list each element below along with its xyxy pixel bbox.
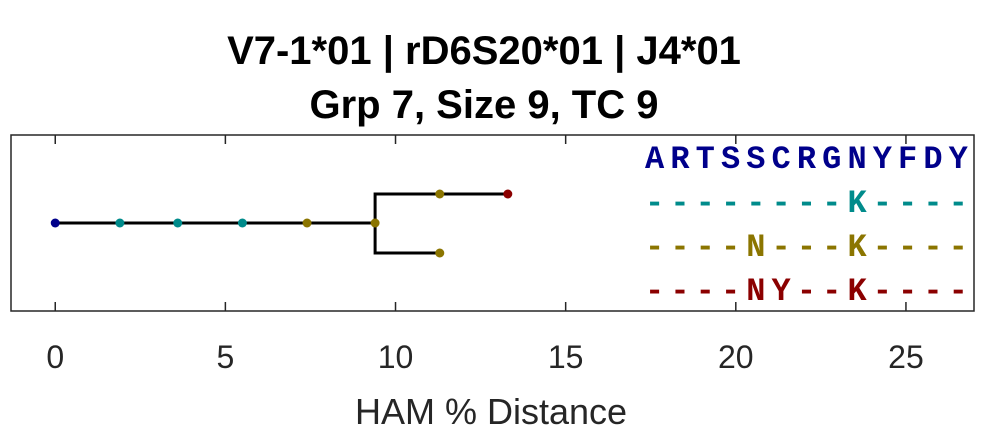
seq-char-r0-c11: D — [923, 141, 942, 178]
x-tick-label-5: 5 — [216, 339, 234, 375]
seq-char-r3-c12: - — [949, 273, 968, 310]
seq-char-r0-c5: C — [772, 141, 791, 178]
seq-char-r2-c7: - — [822, 229, 841, 266]
seq-char-r3-c1: - — [670, 273, 689, 310]
seq-char-r0-c7: G — [822, 141, 841, 178]
seq-char-r3-c5: Y — [772, 273, 792, 310]
seq-char-r0-c4: S — [746, 141, 765, 178]
tree-node-root — [50, 218, 60, 228]
tree-node-n8 — [435, 248, 445, 258]
seq-char-r1-c11: - — [923, 185, 942, 222]
sequence-alignment: A R T S S C R G N Y F D Y- - - - - - - - K - - - -- - - - N - - - K - - - --… — [645, 141, 969, 310]
seq-char-r2-c10: - — [898, 229, 917, 266]
seq-char-r0-c6: R — [797, 141, 817, 178]
seq-char-r1-c8: K — [847, 185, 867, 222]
tree-edge-n5-n6 — [373, 192, 440, 223]
seq-char-r3-c0: - — [645, 273, 664, 310]
x-axis-ticks: 0 5 10 15 20 25 — [46, 135, 924, 375]
chart-title: V7-1*01 | rD6S20*01 | J4*01 — [227, 29, 741, 73]
seq-char-r1-c7: - — [822, 185, 841, 222]
tree-node-n1 — [115, 218, 125, 228]
seq-char-r3-c3: - — [721, 273, 740, 310]
x-tick-label-20: 20 — [718, 339, 754, 375]
seq-char-r1-c2: - — [696, 185, 715, 222]
seq-char-r3-c4: N — [746, 273, 765, 310]
seq-char-r1-c4: - — [746, 185, 765, 222]
x-tick-label-0: 0 — [46, 339, 64, 375]
seq-char-r0-c12: Y — [949, 141, 969, 178]
seq-char-r0-c0: A — [645, 141, 665, 178]
seq-char-r0-c9: Y — [873, 141, 893, 178]
seq-char-r1-c3: - — [721, 185, 740, 222]
x-axis-label: HAM % Distance — [355, 391, 627, 432]
tree-edge-n5-n8 — [373, 223, 440, 255]
seq-char-r3-c7: - — [822, 273, 841, 310]
seq-char-r3-c6: - — [797, 273, 816, 310]
seq-char-r2-c2: - — [696, 229, 715, 266]
seq-char-r0-c3: S — [721, 141, 740, 178]
tree-nodes — [50, 189, 513, 258]
seq-char-r0-c1: R — [670, 141, 690, 178]
seq-char-r2-c5: - — [772, 229, 791, 266]
seq-char-r1-c9: - — [873, 185, 892, 222]
seq-char-r2-c1: - — [670, 229, 689, 266]
tree-node-n6 — [435, 189, 445, 199]
chart-subtitle: Grp 7, Size 9, TC 9 — [309, 83, 658, 127]
seq-char-r1-c5: - — [772, 185, 791, 222]
seq-char-r0-c2: T — [696, 141, 715, 178]
tree-node-n7 — [503, 189, 513, 199]
seq-char-r1-c12: - — [949, 185, 968, 222]
tree-node-n5 — [370, 218, 380, 228]
seq-char-r0-c8: N — [847, 141, 866, 178]
seq-char-r1-c1: - — [670, 185, 689, 222]
seq-char-r3-c8: K — [847, 273, 867, 310]
seq-char-r1-c10: - — [898, 185, 917, 222]
seq-char-r1-c0: - — [645, 185, 664, 222]
tree-node-n4 — [302, 218, 312, 228]
seq-char-r2-c11: - — [923, 229, 942, 266]
tree-edges — [55, 192, 508, 255]
tree-node-n3 — [237, 218, 247, 228]
seq-char-r3-c11: - — [923, 273, 942, 310]
seq-char-r2-c0: - — [645, 229, 664, 266]
seq-char-r1-c6: - — [797, 185, 816, 222]
seq-char-r2-c8: K — [847, 229, 867, 266]
tree-node-n2 — [173, 218, 183, 228]
seq-char-r0-c10: F — [898, 141, 917, 178]
seq-char-r3-c9: - — [873, 273, 892, 310]
seq-char-r2-c4: N — [746, 229, 765, 266]
x-tick-label-10: 10 — [378, 339, 414, 375]
x-tick-label-15: 15 — [548, 339, 584, 375]
x-tick-label-25: 25 — [888, 339, 924, 375]
seq-char-r2-c6: - — [797, 229, 816, 266]
seq-char-r2-c12: - — [949, 229, 968, 266]
seq-char-r3-c10: - — [898, 273, 917, 310]
seq-char-r2-c9: - — [873, 229, 892, 266]
seq-char-r2-c3: - — [721, 229, 740, 266]
seq-char-r3-c2: - — [696, 273, 715, 310]
